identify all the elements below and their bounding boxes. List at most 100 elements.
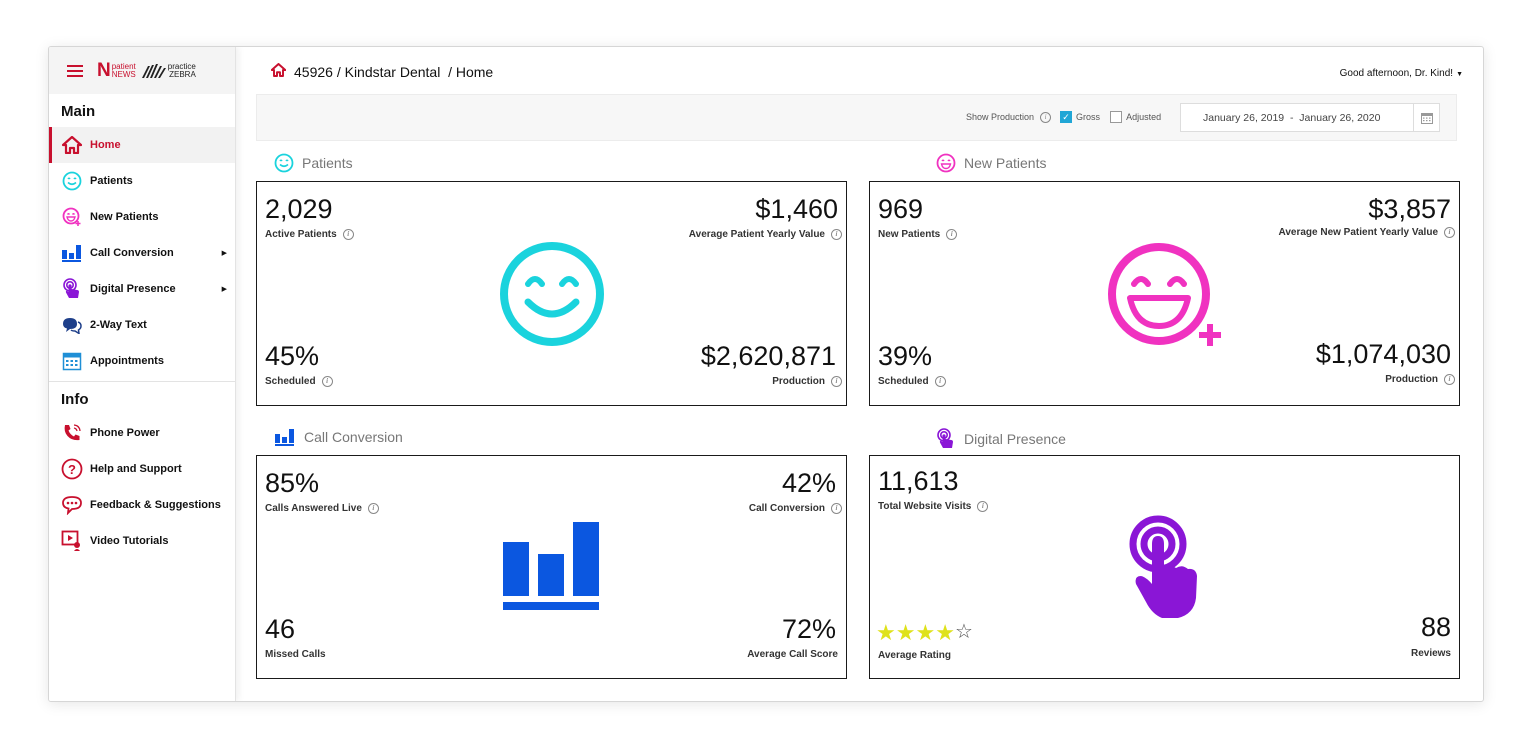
sidebar-item-help[interactable]: ? Help and Support [49, 451, 235, 487]
new-scheduled-label: Scheduled i [878, 376, 946, 387]
active-patients-label: Active Patients i [265, 229, 354, 240]
adjusted-checkbox[interactable] [1110, 111, 1123, 123]
sidebar-item-phone-power[interactable]: Phone Power [49, 415, 235, 451]
production-label-text: Production [772, 376, 825, 387]
active-patients-label-text: Active Patients [265, 229, 337, 240]
sidebar-item-label: Patients [90, 175, 133, 187]
sidebar-item-2-way-text[interactable]: 2-Way Text [49, 307, 235, 343]
new-production-label-text: Production [1385, 374, 1438, 385]
show-production-control: Show Production i ✓ Gross Adjusted [966, 111, 1161, 123]
question-circle-icon: ? [61, 458, 83, 480]
sidebar-item-label: Feedback & Suggestions [90, 499, 221, 511]
star-filled-icon: ★ [895, 620, 916, 645]
sidebar-item-call-conversion[interactable]: Call Conversion ▶ [49, 235, 235, 271]
star-filled-icon: ★ [915, 620, 936, 645]
new-scheduled-value: 39% [878, 341, 933, 371]
user-greeting-menu[interactable]: Good afternoon, Dr. Kind! ▼ [1340, 68, 1463, 79]
gross-label: Gross [1076, 112, 1101, 122]
call-conversion-title-text: Call Conversion [304, 429, 403, 445]
avg-new-patient-value: $3,857 [1368, 194, 1451, 224]
new-patients-value: 969 [878, 194, 924, 224]
grin-icon [936, 153, 956, 173]
star-filled-icon: ★ [935, 620, 955, 645]
breadcrumb-text: 45926 / Kindstar Dental / Home [294, 63, 494, 80]
sidebar-item-label: Appointments [90, 355, 164, 367]
patient-news-logo[interactable]: N patient NEWS [97, 60, 136, 81]
feedback-bubble-icon [61, 494, 83, 516]
info-icon[interactable]: i [1040, 111, 1052, 123]
hamburger-menu-icon[interactable] [67, 64, 83, 77]
sidebar-item-new-patients[interactable]: New Patients [49, 199, 235, 235]
show-production-label: Show Production [966, 112, 1035, 122]
new-patients-title-text: New Patients [964, 155, 1047, 171]
info-icon[interactable]: i [321, 376, 333, 387]
sidebar-item-home[interactable]: Home [49, 127, 235, 163]
chat-bubbles-icon [61, 314, 83, 336]
date-range-picker[interactable]: January 26, 2019 - January 26, 2020 [1180, 103, 1440, 132]
phone-icon [61, 422, 83, 444]
logo-zebra-text: ZEBRA [169, 69, 196, 79]
patients-card-title: Patients [274, 153, 353, 173]
app-window: N patient NEWS practice ZEBRA Main Home Pa… [48, 46, 1484, 702]
avg-patient-value: $1,460 [755, 194, 838, 224]
call-conversion-card[interactable]: 85% Calls Answered Live i 42% Call Conver… [256, 455, 847, 679]
svg-text:?: ? [68, 462, 76, 477]
info-icon[interactable]: i [342, 229, 354, 240]
call-conversion-label: Call Conversion i [749, 503, 842, 514]
calendar-icon [61, 350, 83, 372]
info-icon[interactable]: i [946, 229, 958, 240]
new-patients-card[interactable]: 969 New Patients i $3,857 Average New Pat… [869, 181, 1460, 406]
zebra-stripes-icon [141, 63, 166, 78]
sidebar-item-feedback[interactable]: Feedback & Suggestions [49, 487, 235, 523]
pointer-tap-icon [61, 278, 83, 300]
website-visits-value: 11,613 [878, 466, 959, 496]
sidebar-item-label: Video Tutorials [90, 535, 169, 547]
logo-patient-text: patient [111, 61, 136, 71]
avg-call-score-value: 72% [781, 614, 836, 644]
reviews-label: Reviews [1410, 648, 1451, 659]
website-visits-label: Total Website Visits i [878, 501, 989, 512]
new-patients-label-text: New Patients [878, 229, 941, 240]
info-icon[interactable]: i [934, 376, 946, 387]
info-icon[interactable]: i [1444, 227, 1455, 238]
calls-answered-value: 85% [265, 468, 320, 498]
info-icon[interactable]: i [367, 503, 379, 514]
sidebar-item-appointments[interactable]: Appointments [49, 343, 235, 379]
info-icon[interactable]: i [831, 503, 842, 514]
rating-stars: ★ ★ ★ ★ ☆ [876, 622, 973, 644]
call-conversion-card-title: Call Conversion [274, 428, 403, 446]
logo-practice-text: practice [167, 61, 196, 71]
production-label: Production i [772, 376, 842, 387]
digital-presence-card-title: Digital Presence [936, 428, 1066, 450]
patients-card[interactable]: 2,029 Active Patients i $1,460 Average Pa… [256, 181, 847, 406]
home-icon[interactable] [270, 63, 287, 80]
sidebar-item-label: Phone Power [90, 427, 160, 439]
gross-checkbox[interactable]: ✓ [1060, 111, 1073, 123]
star-empty-icon: ☆ [954, 621, 973, 643]
missed-calls-label: Missed Calls [265, 649, 326, 660]
sidebar-divider [49, 381, 235, 382]
info-icon[interactable]: i [831, 376, 842, 387]
grin-plus-icon [61, 206, 83, 228]
adjusted-label: Adjusted [1126, 112, 1162, 122]
new-production-label: Production i [1385, 374, 1455, 385]
sidebar-item-digital-presence[interactable]: Digital Presence ▶ [49, 271, 235, 307]
calendar-icon[interactable] [1413, 104, 1439, 131]
sidebar-item-video-tutorials[interactable]: Video Tutorials [49, 523, 235, 559]
practice-zebra-logo[interactable]: practice ZEBRA [141, 61, 196, 79]
call-conversion-label-text: Call Conversion [748, 503, 825, 514]
info-icon[interactable]: i [831, 229, 842, 240]
smile-icon [61, 170, 83, 192]
scheduled-label-text: Scheduled [265, 376, 316, 387]
info-icon[interactable]: i [977, 501, 989, 512]
new-scheduled-label-text: Scheduled [878, 376, 929, 387]
pointer-tap-icon [936, 428, 956, 450]
bar-chart-icon [503, 522, 599, 610]
digital-presence-card[interactable]: 11,613 Total Website Visits i ★ ★ ★ ★ ☆ Avera… [869, 455, 1460, 679]
avg-new-patient-label-text: Average New Patient Yearly Value [1278, 227, 1438, 238]
sidebar-item-patients[interactable]: Patients [49, 163, 235, 199]
missed-calls-value: 46 [265, 614, 296, 644]
main-content: 45926 / Kindstar Dental / Home Good afte… [236, 47, 1483, 701]
info-icon[interactable]: i [1444, 374, 1455, 385]
active-patients-value: 2,029 [265, 194, 333, 224]
